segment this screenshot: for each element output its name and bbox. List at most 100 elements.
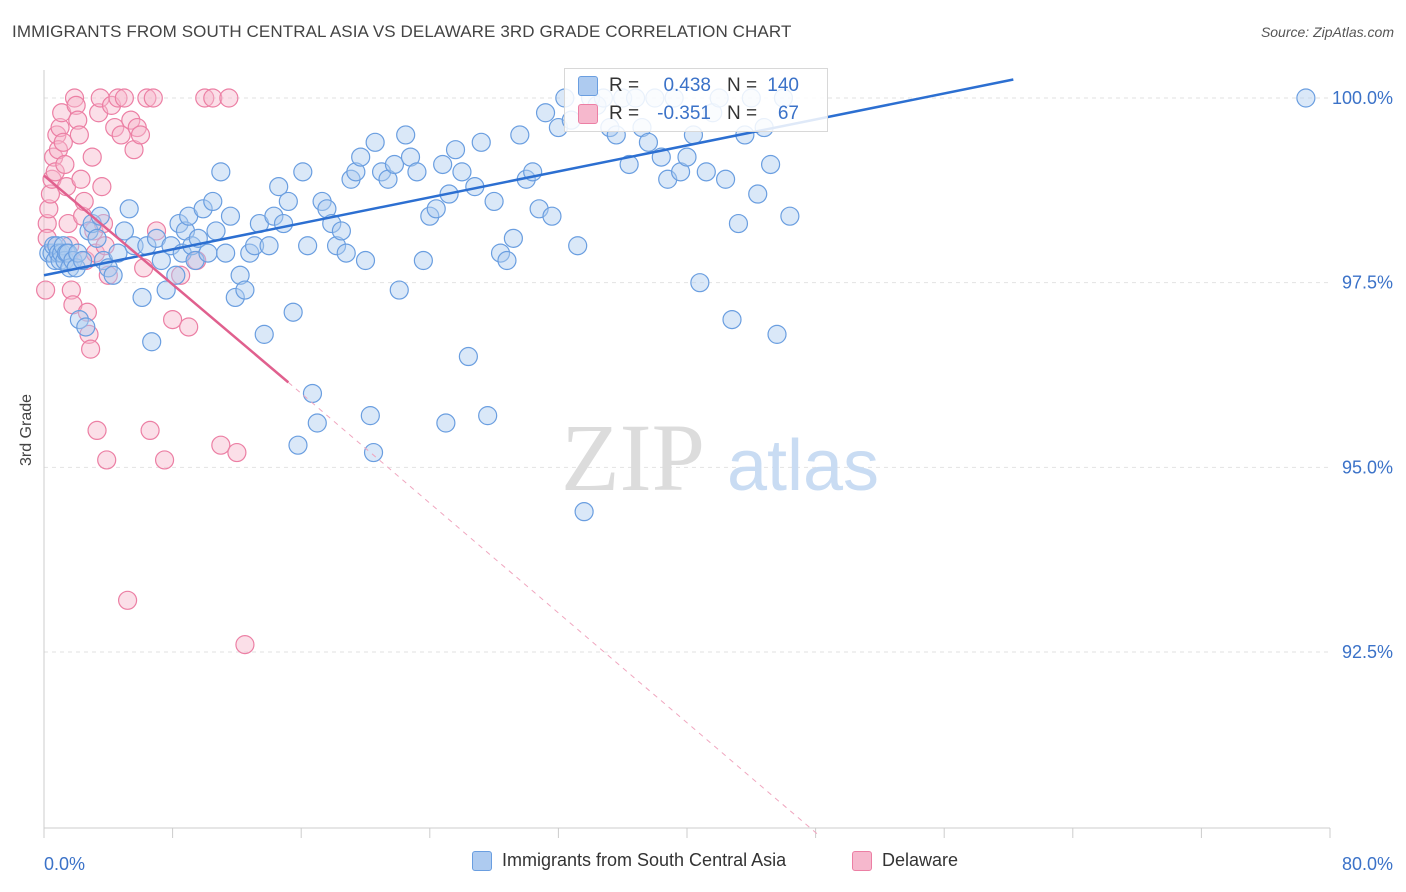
delaware-point [97, 450, 117, 470]
n-value: 140 [767, 75, 799, 96]
south-central-asia-point [542, 206, 562, 226]
south-central-asia-point [510, 125, 530, 145]
south-central-asia-point [216, 243, 236, 263]
south-central-asia-point [767, 324, 787, 344]
south-central-asia-point [273, 213, 294, 234]
delaware-point [53, 132, 73, 152]
south-central-asia-point [619, 154, 639, 175]
south-central-asia-point [715, 169, 736, 189]
delaware-point [179, 317, 199, 337]
stats-row-pink: R = -0.351 N = 67 [565, 99, 827, 129]
axes [43, 70, 1331, 838]
south-central-asia-point [484, 191, 504, 212]
south-central-asia-points [39, 88, 1316, 522]
south-central-asia-point [132, 287, 152, 308]
stats-swatch-pink [578, 104, 598, 124]
delaware-point [227, 442, 247, 463]
south-central-asia-point [254, 324, 274, 344]
delaware-point [36, 280, 56, 300]
legend-item-pink[interactable]: Delaware [852, 850, 958, 871]
south-central-asia-point [760, 154, 781, 175]
south-central-asia-point [436, 413, 456, 433]
delaware-point [108, 88, 128, 108]
south-central-asia-point [346, 162, 366, 182]
r-value: -0.351 [657, 103, 711, 124]
watermark-zip: ZIP [561, 404, 705, 511]
delaware-point [69, 125, 89, 145]
delaware-point [77, 302, 98, 322]
south-central-asia-point [420, 206, 440, 226]
south-central-asia-point [108, 243, 128, 263]
south-central-asia-point [478, 406, 498, 426]
delaware-point [211, 435, 231, 455]
legend-item-blue[interactable]: Immigrants from South Central Asia [472, 850, 786, 871]
south-central-asia-point [72, 250, 93, 271]
delaware-point [39, 199, 59, 219]
south-central-asia-point [413, 250, 433, 271]
south-central-asia-point [142, 332, 162, 352]
south-central-asia-point [264, 206, 284, 226]
delaware-point [146, 221, 167, 241]
delaware-point [81, 339, 101, 359]
delaware-point [219, 88, 239, 108]
south-central-asia-point [336, 243, 356, 263]
stats-box: R = 0.438 N = 140 R = -0.351 N = 67 [564, 68, 828, 132]
south-central-asia-point [503, 228, 523, 248]
south-central-asia-point [302, 383, 323, 404]
n-label: N = [727, 75, 758, 96]
source-label: Source: ZipAtlas.com [1260, 24, 1394, 40]
south-central-asia-point [351, 147, 371, 167]
south-central-asia-point [169, 213, 189, 234]
legend: Immigrants from South Central Asia Delaw… [0, 850, 1406, 880]
delaware-point [163, 310, 183, 330]
south-central-asia-point [230, 265, 250, 285]
south-central-asia-point [445, 140, 466, 160]
south-central-asia-point [293, 162, 313, 182]
south-central-asia-point [103, 265, 123, 285]
south-central-asia-point [269, 177, 289, 197]
south-central-asia-point [298, 236, 318, 256]
south-central-asia-point [288, 435, 308, 455]
delaware-point [130, 125, 151, 145]
watermark-atlas: atlas [727, 426, 879, 506]
trend-line-blue [43, 78, 1014, 277]
south-central-asia-point [497, 250, 517, 271]
delaware-point [37, 228, 57, 248]
south-central-asia-point [220, 206, 241, 226]
delaware-point [37, 213, 57, 234]
gridlines [44, 97, 1330, 653]
south-central-asia-point [363, 442, 384, 463]
delaware-point [66, 95, 86, 115]
stats-row-blue: R = 0.438 N = 140 [565, 71, 827, 101]
south-central-asia-point [355, 250, 376, 271]
delaware-point [134, 258, 154, 278]
south-central-asia-point [690, 273, 710, 293]
south-central-asia-point [76, 317, 96, 337]
south-central-asia-point [780, 206, 800, 226]
south-central-asia-point [490, 243, 511, 263]
south-central-asia-point [748, 184, 768, 204]
south-central-asia-point [331, 221, 351, 241]
r-value: 0.438 [663, 75, 711, 96]
delaware-point [235, 635, 255, 655]
south-central-asia-point [87, 228, 107, 248]
south-central-asia-point [728, 213, 749, 234]
delaware-point [117, 590, 138, 610]
legend-swatch-blue [472, 850, 492, 871]
south-central-asia-point [458, 346, 478, 367]
south-central-asia-point [677, 147, 697, 167]
south-central-asia-point [638, 132, 659, 152]
south-central-asia-point [198, 243, 218, 263]
delaware-point [114, 88, 134, 108]
delaware-point [105, 117, 125, 138]
delaware-point [137, 88, 157, 108]
south-central-asia-point [206, 221, 226, 241]
south-central-asia-point [259, 236, 279, 256]
delaware-point [68, 110, 88, 130]
trend-line-pink-extension [288, 382, 821, 838]
delaware-point [61, 280, 81, 300]
r-label: R = [609, 75, 640, 96]
watermark: ZIP atlas [561, 404, 879, 511]
south-central-asia-point [307, 413, 327, 433]
